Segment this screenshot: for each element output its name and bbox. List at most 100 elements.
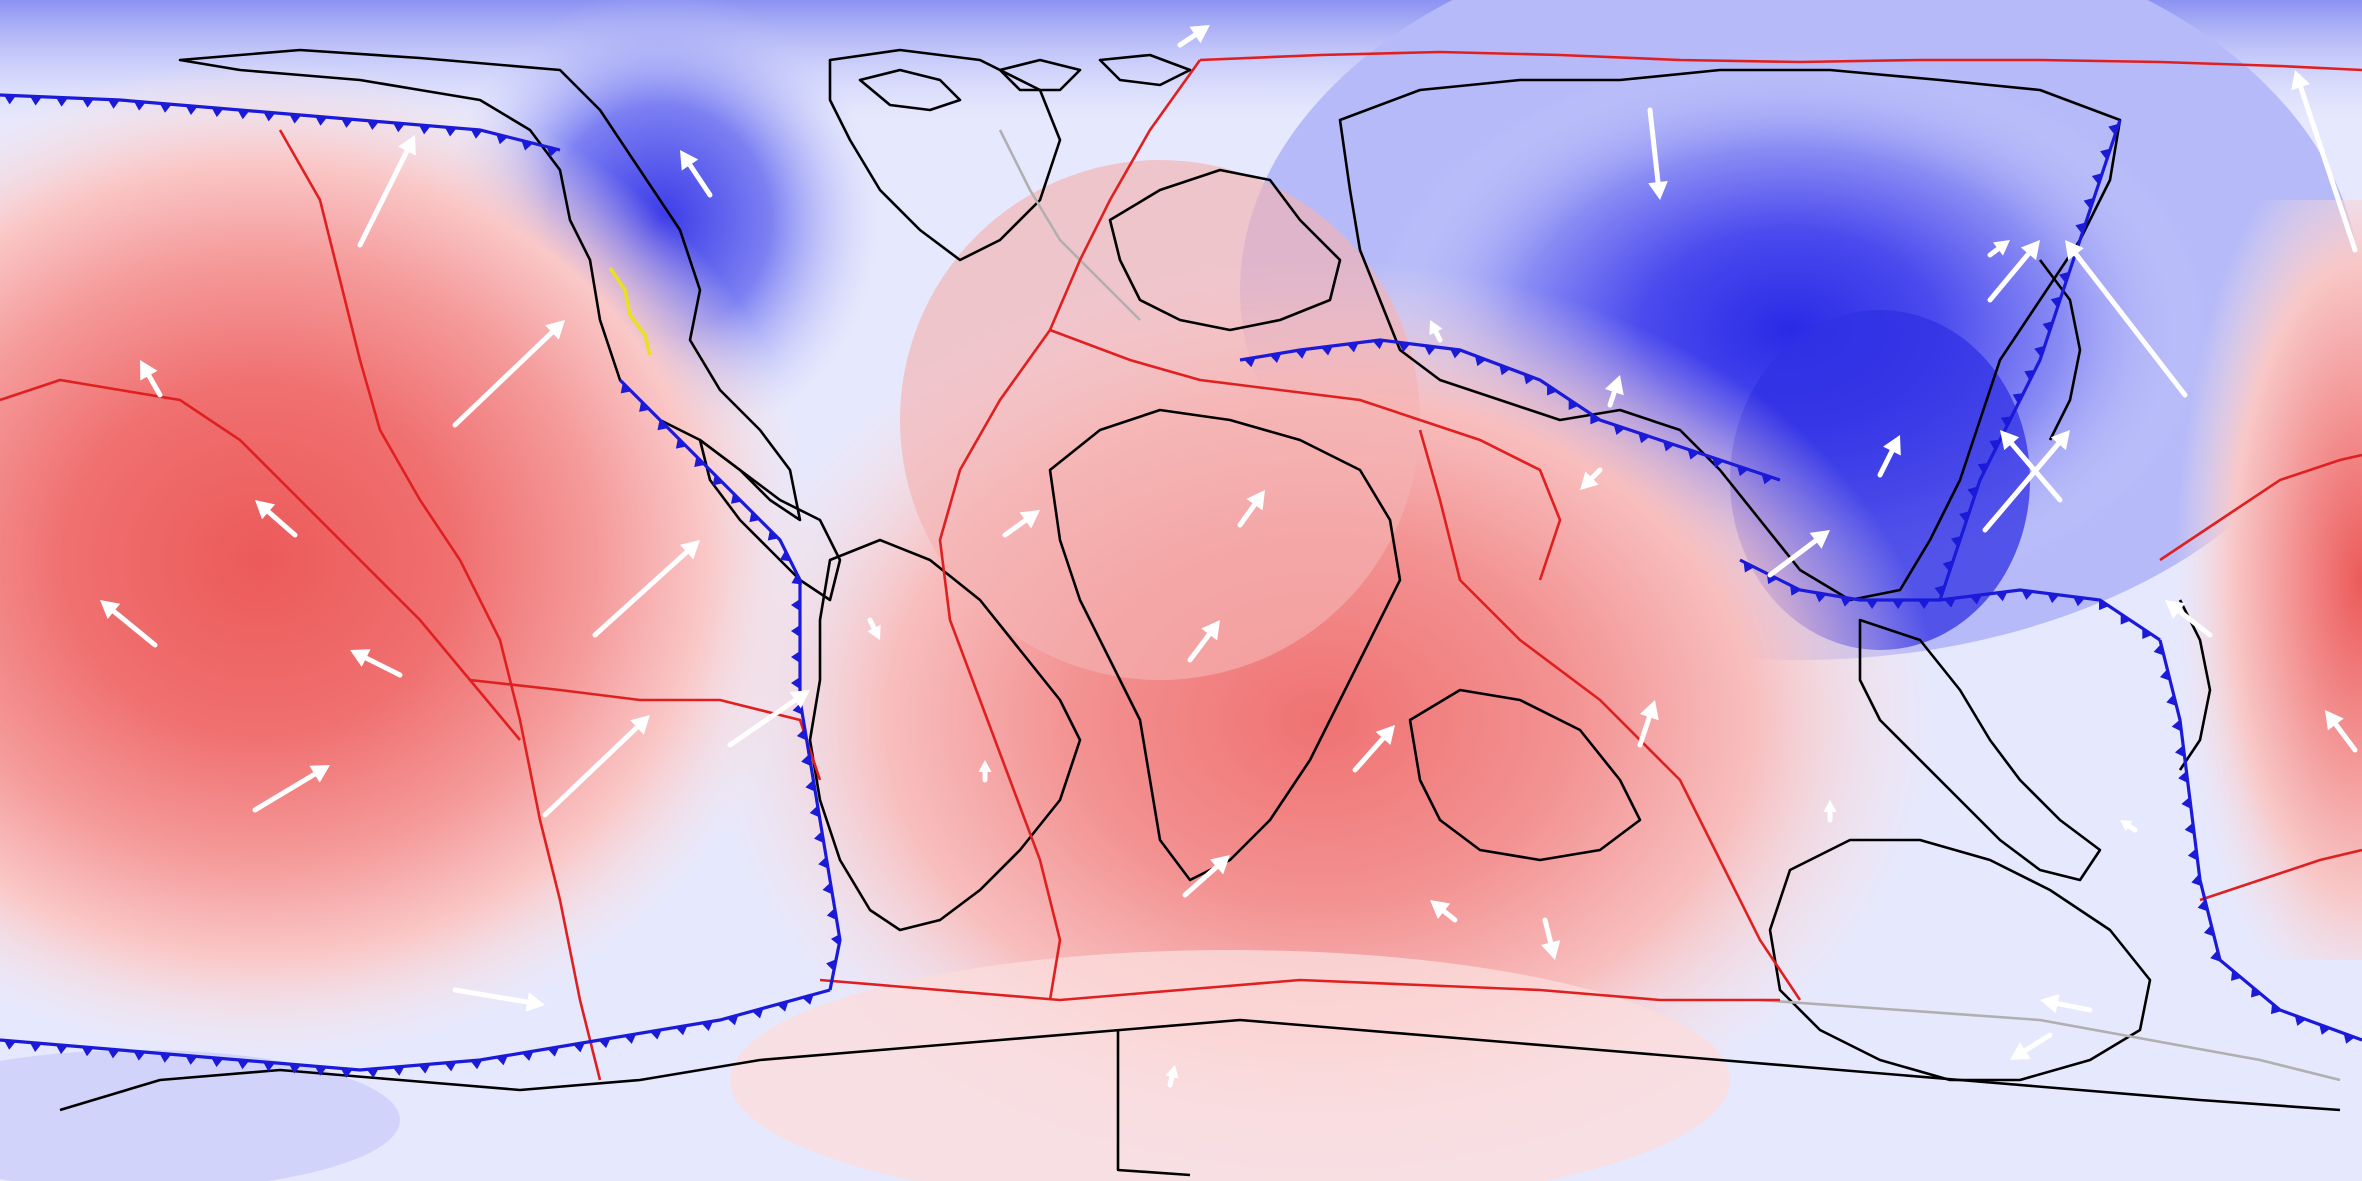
coastline-southeast-asia — [1858, 618, 2102, 882]
arrow-head — [1375, 725, 1395, 746]
subduction-triangle-icon — [701, 1021, 714, 1032]
arrow-head — [545, 320, 565, 340]
subduction-triangle-icon — [2001, 416, 2012, 428]
subduction-triangle-icon — [185, 1055, 198, 1065]
subduction-triangle-icon — [496, 134, 508, 145]
south-high-tail — [730, 950, 1730, 1181]
subduction-triangle-icon — [675, 437, 687, 449]
subduction-triangle-icon — [444, 127, 457, 137]
subduction-triangle-icon — [237, 109, 250, 120]
plate-boundary-arabia — [1419, 418, 1562, 581]
subduction-triangle-icon — [1295, 349, 1308, 359]
arrow-head — [1993, 240, 2010, 256]
subduction-triangle-icon — [624, 1033, 637, 1044]
arrow-shaft — [1433, 329, 1443, 343]
subduction-triangle-icon — [2231, 970, 2242, 981]
subduction-triangle-icon — [2294, 1015, 2307, 1026]
arrow-head — [2165, 600, 2186, 619]
subduction-triangle-icon — [29, 1042, 42, 1052]
arrow-shaft — [1767, 538, 1819, 578]
arrow-shaft — [1237, 502, 1258, 528]
arrow-shaft — [2333, 721, 2358, 753]
subduction-triangle-icon — [1840, 596, 1853, 607]
subduction-triangle-icon — [341, 118, 354, 128]
arrow-head — [1429, 320, 1443, 336]
subduction-triangle-icon — [2191, 874, 2202, 887]
subduction-triangle-icon — [1995, 591, 2008, 602]
subduction-triangle-icon — [1918, 600, 1931, 609]
plate-velocity-arrow-icon — [1637, 700, 1659, 748]
plate-velocity-arrow-icon — [1177, 25, 1210, 48]
plate-velocity-arrow-icon — [100, 600, 158, 648]
coastline-antarctica — [59, 1018, 2341, 1112]
arrow-head — [2040, 993, 2060, 1014]
subduction-triangle-icon — [1523, 373, 1535, 385]
plate-velocity-arrow-icon — [140, 360, 163, 398]
subduction-triangle-icon — [1934, 585, 1945, 597]
arrow-shaft — [2176, 608, 2213, 638]
subduction-triangle-icon — [81, 98, 94, 108]
arrow-shaft — [1637, 714, 1652, 748]
subduction-triangle-icon — [1321, 345, 1333, 356]
arrow-head — [1580, 471, 1599, 490]
subduction-triangle-icon — [822, 882, 833, 895]
plate-velocity-arrow-icon — [2325, 710, 2358, 753]
arrow-shaft — [452, 987, 530, 1005]
subduction-triangle-icon — [2058, 271, 2070, 284]
arrow-shaft — [592, 549, 690, 638]
subduction-triangle-icon — [159, 1053, 172, 1063]
subduction-triangle-icon — [573, 1042, 585, 1053]
subduction-zones — [0, 93, 2362, 1078]
subduction-triangle-icon — [2153, 643, 2164, 656]
subduction-triangle-icon — [791, 625, 800, 638]
subduction-triangle-icon — [470, 129, 483, 139]
arrow-shaft — [1987, 251, 2031, 303]
subduction-triangle-icon — [2270, 1003, 2282, 1015]
coastline-africa — [1048, 408, 1402, 882]
arrow-shaft — [2009, 441, 2063, 503]
subduction-triangle-icon — [712, 474, 724, 486]
plate-velocity-arrow-icon — [1352, 725, 1395, 773]
plate-velocity-arrow-icon — [592, 540, 700, 638]
subduction-triangle-icon — [796, 728, 807, 741]
plate-velocity-arrow-icon — [1187, 620, 1220, 663]
arrow-head — [789, 690, 810, 709]
plate-velocity-arrow-icon — [1430, 900, 1458, 923]
arrow-shaft — [1352, 735, 1386, 773]
subduction-triangle-icon — [392, 1066, 405, 1076]
subduction-triangle-icon — [805, 779, 816, 792]
subduction-triangle-icon — [314, 1066, 327, 1076]
subduction-triangle-icon — [2091, 173, 2103, 185]
subduction-triangle-icon — [2100, 148, 2111, 160]
subduction-triangle-icon — [1977, 462, 1989, 474]
arrow-shaft — [1441, 908, 1458, 923]
arrow-head — [1604, 375, 1624, 396]
plate-velocity-arrow-icon — [680, 150, 713, 198]
plate-velocity-arrow-icon — [255, 500, 298, 538]
subduction-triangle-icon — [675, 1025, 688, 1036]
subduction-triangle-icon — [802, 994, 814, 1005]
arrow-shaft — [867, 617, 877, 631]
subduction-triangle-icon — [2075, 222, 2086, 234]
subduction-triangle-icon — [496, 1055, 508, 1066]
subduction-triangle-icon — [1743, 561, 1755, 573]
subduction-triangle-icon — [133, 1051, 146, 1061]
arrow-shaft — [687, 162, 713, 198]
subduction-triangle-icon — [2166, 694, 2177, 706]
subduction-triangle-icon — [1866, 600, 1879, 609]
subduction-triangle-icon — [1590, 413, 1601, 425]
plate-boundary-east-edge-south — [2199, 848, 2362, 902]
subduction-triangle-icon — [813, 831, 824, 844]
subduction-triangle-icon — [620, 382, 632, 394]
arrow-head — [1201, 620, 1220, 641]
arrow-head — [255, 500, 276, 520]
plate-velocity-arrow-icon — [978, 760, 992, 783]
arrow-head — [1430, 900, 1451, 919]
plate-velocity-arrow-icon — [1987, 240, 2010, 258]
subduction-triangle-icon — [801, 754, 812, 767]
plate-velocity-arrow-icon — [1165, 1065, 1179, 1088]
arrow-shaft — [727, 697, 798, 748]
pacific-high — [0, 60, 820, 1060]
subduction-triangle-icon — [237, 1059, 250, 1070]
